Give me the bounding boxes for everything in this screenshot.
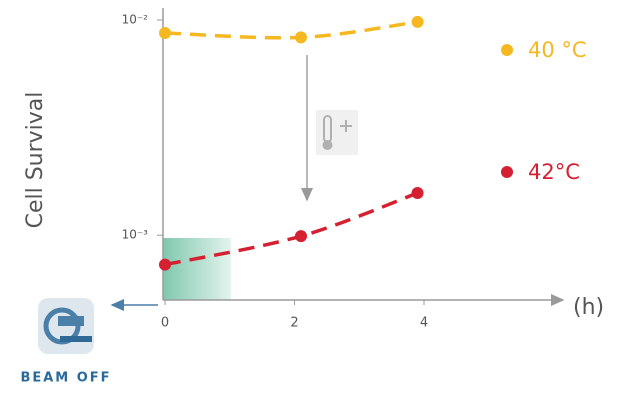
x-axis-label: (h) <box>573 295 604 320</box>
x-tick-label: 2 <box>290 316 298 331</box>
y-tick-label: 10⁻² <box>122 13 149 27</box>
legend-label: 42°C <box>528 160 580 184</box>
y-axis-label: Cell Survival <box>23 92 48 229</box>
y-tick-label: 10⁻³ <box>122 228 149 242</box>
thermometer-icon <box>316 110 358 155</box>
legend-marker <box>501 166 513 178</box>
x-tick-label: 4 <box>420 316 428 331</box>
data-point <box>294 230 307 243</box>
data-point <box>159 258 171 271</box>
legend-marker <box>501 44 513 56</box>
data-point <box>411 187 424 200</box>
data-point <box>411 15 424 28</box>
legend-label: 40 °C <box>528 38 587 62</box>
data-point <box>159 27 171 40</box>
x-tick-label: 0 <box>161 316 169 331</box>
beam-icon <box>38 298 94 354</box>
beam-period <box>163 238 231 300</box>
beam-off-label: BEAM OFF <box>20 371 111 386</box>
series-line <box>164 20 418 40</box>
data-point <box>294 31 307 44</box>
